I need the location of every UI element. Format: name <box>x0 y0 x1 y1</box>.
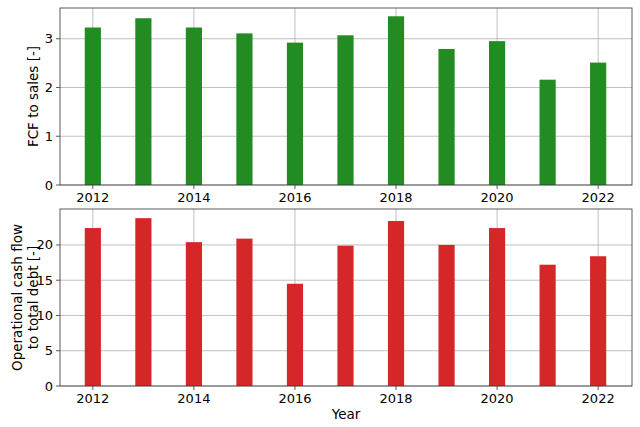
bar <box>85 228 101 386</box>
bar <box>186 28 202 185</box>
tick-label: 0 <box>45 178 53 193</box>
tick <box>56 350 60 351</box>
panel: 0 1 2 3 2012 2014 2016 2018 2020 2022 FCF to sales… <box>25 8 632 205</box>
bar <box>287 284 303 386</box>
frame <box>60 209 632 386</box>
tick <box>56 185 60 186</box>
tick-label: 1 <box>45 129 53 144</box>
tick <box>56 280 60 281</box>
tick-label: 2012 <box>76 190 109 205</box>
tick-label: 0 <box>45 379 53 394</box>
axis-label: FCF to sales [-] <box>25 46 41 147</box>
tick-label: 2014 <box>177 391 210 406</box>
tick <box>56 386 60 387</box>
bar <box>489 41 505 185</box>
tick-label: 2020 <box>481 190 514 205</box>
bar <box>489 228 505 386</box>
tick-label: 5 <box>45 343 53 358</box>
bar <box>438 49 454 185</box>
bar <box>438 245 454 386</box>
tick <box>396 185 397 189</box>
bar <box>388 16 404 185</box>
tick <box>598 386 599 390</box>
tick-label: 2014 <box>177 190 210 205</box>
tick-label: 2020 <box>481 391 514 406</box>
bar <box>85 28 101 185</box>
tick <box>193 386 194 390</box>
tick <box>497 386 498 390</box>
bar <box>236 239 252 386</box>
tick <box>56 87 60 88</box>
panel: 05101520201220142016201820202022Operatio… <box>9 209 632 422</box>
tick-label: 2022 <box>582 190 615 205</box>
axis-label: Year <box>331 406 361 422</box>
figure: 0 1 2 3 2012 2014 2016 2018 2020 2022 FCF to sales… <box>0 0 640 427</box>
tick <box>56 244 60 245</box>
tick <box>294 185 295 189</box>
bar <box>186 242 202 386</box>
frame <box>60 8 632 185</box>
tick-label: 2018 <box>379 391 412 406</box>
bar <box>388 221 404 386</box>
bar <box>337 246 353 386</box>
bars <box>85 16 606 185</box>
axis-label-line: to total debt [-] <box>25 246 41 349</box>
tick-label: 2016 <box>278 391 311 406</box>
tick-label: 2012 <box>76 391 109 406</box>
bar <box>590 63 606 185</box>
tick <box>497 185 498 189</box>
bar <box>540 80 556 185</box>
tick-label: 2022 <box>582 391 615 406</box>
tick <box>193 185 194 189</box>
axis-label-line: FCF to sales [-] <box>25 46 41 147</box>
tick <box>92 185 93 189</box>
bar <box>540 265 556 386</box>
axis-label-line: Operational cash flow <box>9 224 25 371</box>
bars <box>85 218 606 386</box>
tick <box>56 136 60 137</box>
tick-label: 2 <box>45 80 53 95</box>
bar <box>337 35 353 185</box>
bar <box>236 33 252 185</box>
bar <box>135 218 151 386</box>
bar <box>287 43 303 185</box>
tick <box>396 386 397 390</box>
tick <box>598 185 599 189</box>
tick <box>56 38 60 39</box>
tick-label: 3 <box>45 31 53 46</box>
tick-label: 2016 <box>278 190 311 205</box>
tick <box>294 386 295 390</box>
tick-label: 2018 <box>379 190 412 205</box>
tick <box>92 386 93 390</box>
bar <box>590 256 606 386</box>
axis-label: Operational cash flowto total debt [-] <box>9 224 41 371</box>
tick <box>56 315 60 316</box>
bar <box>135 18 151 185</box>
